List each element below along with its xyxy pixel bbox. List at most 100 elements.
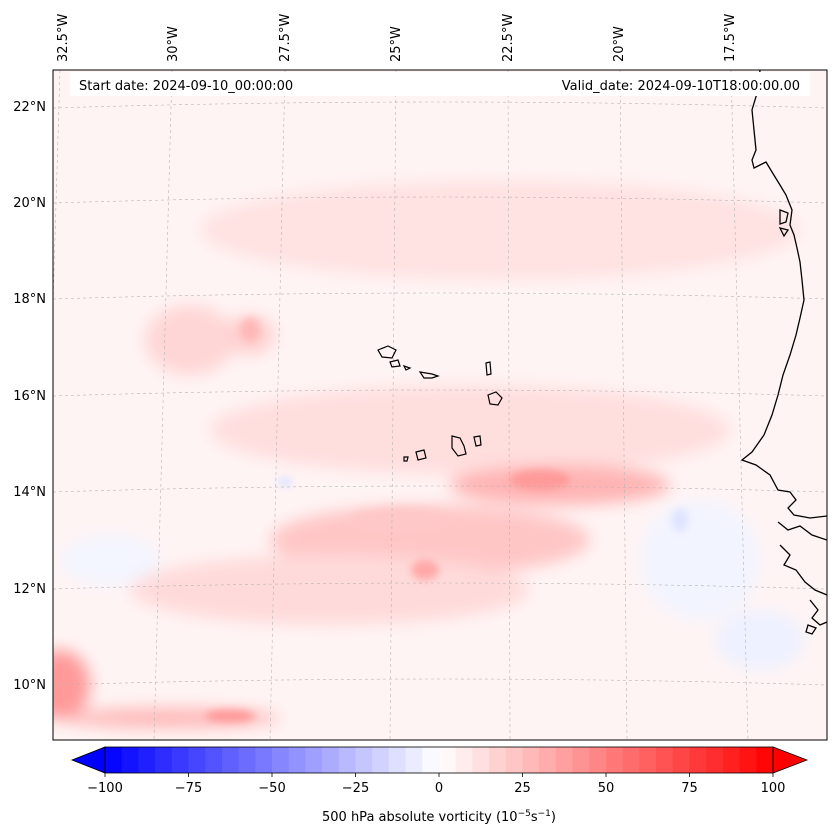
cape-verde-islands [377,345,503,462]
island-maio [473,435,482,447]
colorbar-bin [272,747,290,773]
lon-label: 22.5°W [501,14,516,62]
colorbar-bin [188,747,206,773]
colorbar-bin [238,747,256,773]
colorbar-tick-label: 100 [761,781,786,796]
colorbar-bin [255,747,273,773]
colorbar-bin [589,747,607,773]
meridian-20W [619,70,628,740]
meridian-27.5W [269,70,286,740]
colorbar-bin [722,747,741,773]
meridian-17.5W [730,70,749,740]
island-banc [779,209,789,225]
coast-mainland [740,70,827,519]
island-bijagos [805,624,817,635]
parallel-20N [53,196,827,204]
colorbar-bin [388,747,407,773]
parallel-18N [53,292,827,300]
colorbar-bin [155,747,173,773]
parallel-22N [53,101,827,109]
colorbar-tick-label: −100 [87,781,123,796]
colorbar-unit-sup1: −5 [518,809,531,819]
island-boa-vista [487,391,503,406]
colorbar-bin [756,747,774,773]
colorbar-tick-label: 50 [598,781,615,796]
vorticity-band-upper [200,180,800,280]
colorbar-bin [338,747,357,773]
colorbar-tick-label: −75 [175,781,202,796]
lon-label: 30°W [166,26,181,62]
map-panel: Start date: 2024-09-10_00:00:00 Valid_da… [53,70,827,740]
colorbar-bin [622,747,640,773]
meridian-22.5W [507,70,511,740]
colorbar-bin [138,747,156,773]
colorbar-bin [672,747,691,773]
lon-label: 32.5°W [56,14,71,62]
colorbar-unit-mid: s [531,810,538,825]
map-frame [52,69,828,741]
negative-patch-east [640,500,760,620]
colorbar-bin [171,747,190,773]
colorbar-bin [422,747,440,773]
lon-label: 20°W [612,26,627,62]
vorticity-band-central [210,385,730,475]
lat-label: 20°N [13,196,46,211]
lat-label: 14°N [13,485,46,500]
island-santo-antao [377,345,397,359]
colorbar-bin [472,747,490,773]
colorbar-tick-label: 0 [435,781,443,796]
coastline-africa [740,70,827,635]
coast-guinea [809,599,827,626]
vorticity-core-3 [240,318,260,342]
colorbar-bin [288,747,306,773]
colorbar-bin [221,747,240,773]
vorticity-core-4 [205,710,255,722]
island-fogo [415,449,427,461]
parallel-16N [53,389,827,397]
colorbar-bin [439,747,457,773]
island-sao-vicente [389,359,401,368]
colorbar-title-main: 500 hPa absolute vorticity (10 [322,810,518,825]
meridian-30W [153,70,173,740]
colorbar-bin [522,747,540,773]
colorbar-ticks: −100 −75 −50 −25 0 25 50 75 100 [87,773,785,796]
colorbar-bin [322,747,340,773]
colorbar-bin [305,747,323,773]
colorbar-tick-label: −50 [258,781,285,796]
island-santa-luzia [402,364,412,371]
colorbar-bin [739,747,757,773]
colorbar-unit-end: ) [551,810,556,825]
colorbar-bin [121,747,139,773]
lat-label: 16°N [13,389,46,404]
start-date-label: Start date: 2024-09-10_00:00:00 [79,79,293,94]
negative-core-1 [672,508,688,532]
colorbar-bin [572,747,590,773]
colorbar-title: 500 hPa absolute vorticity (10−5s−1) [322,809,556,825]
lat-label: 10°N [13,678,46,693]
colorbar-extend-min [70,746,106,774]
coast-gambia [777,521,827,541]
colorbar-bin [372,747,390,773]
lon-label: 25°W [389,26,404,62]
lat-label: 22°N [13,100,46,115]
vorticity-band-south [130,555,530,625]
parallel-12N [53,582,827,590]
colorbar-bin [455,747,473,773]
colorbar-extend-max [772,746,809,774]
colorbar-tick-label: 25 [514,781,531,796]
lon-label: 27.5°W [278,14,293,62]
colorbar-bin [639,747,657,773]
colorbar-bin [689,747,707,773]
colorbar-bin [505,747,524,773]
vorticity-field-detail [205,318,688,722]
negative-patch-sw [60,535,160,585]
header-box [70,72,810,96]
colorbar-bin [205,747,223,773]
colorbar-bin [555,747,574,773]
graticule [53,70,827,740]
vorticity-core-2 [411,560,439,580]
lat-label: 12°N [13,582,46,597]
colorbar-bin [606,747,624,773]
colorbar-tick-label: 75 [681,781,698,796]
